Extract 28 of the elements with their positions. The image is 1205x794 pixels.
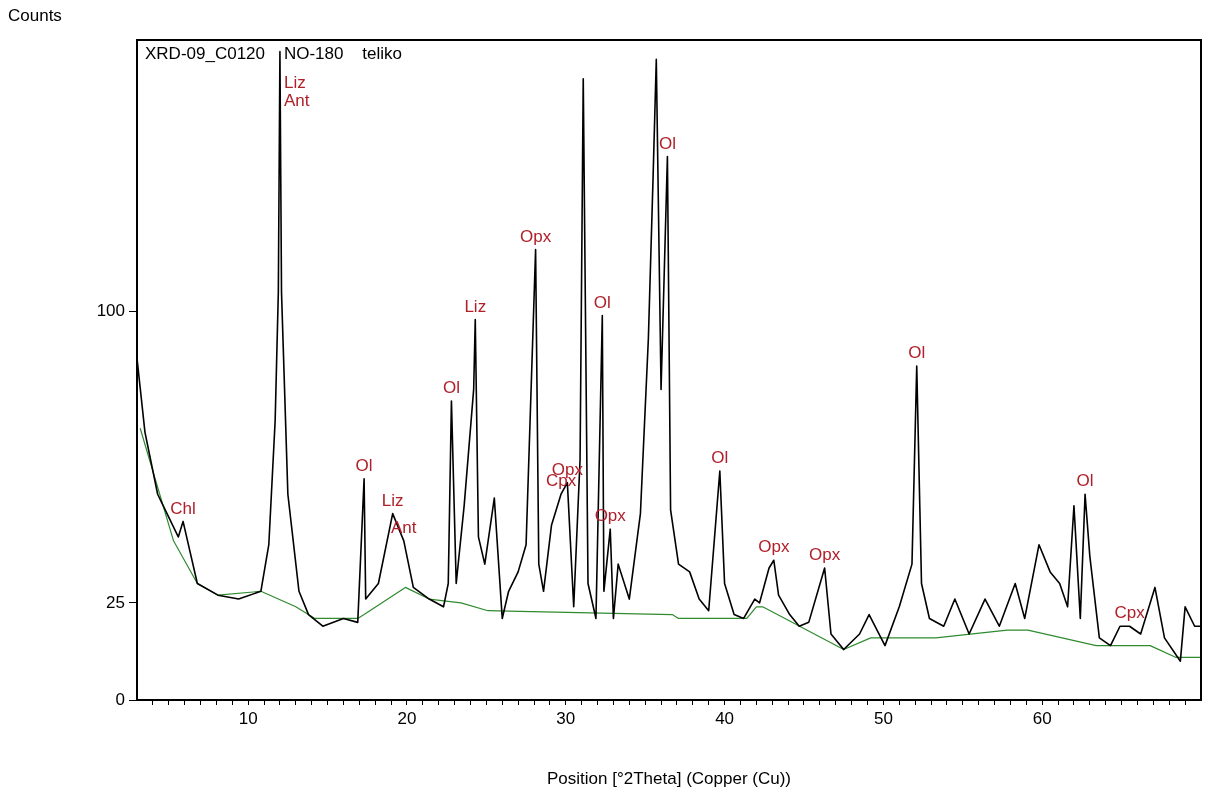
x-tick-label: 30 — [556, 708, 576, 728]
annotation: Ol — [355, 455, 373, 475]
x-tick-label: 50 — [873, 708, 893, 728]
annotation: Opx — [520, 226, 552, 246]
annotation: Ant — [283, 90, 310, 110]
x-axis-title: Position [°2Theta] (Copper (Cu)) — [547, 769, 791, 789]
annotation: Ol — [908, 343, 926, 363]
x-tick-label: 20 — [397, 708, 417, 728]
y-axis-title: Counts — [8, 6, 62, 26]
annotation: Ol — [593, 292, 611, 312]
y-tick-label: 100 — [96, 301, 125, 321]
annotation: Ol — [1076, 471, 1094, 491]
annotation: Liz — [464, 296, 487, 316]
annotation: Ol — [658, 133, 676, 153]
x-tick-label: 60 — [1032, 708, 1052, 728]
y-tick-label: 0 — [115, 689, 125, 709]
annotation: Liz — [381, 490, 404, 510]
annotation: Ol — [442, 378, 460, 398]
annotation: Opx — [809, 545, 841, 565]
y-tick-label: 25 — [106, 592, 125, 612]
annotation: Opx — [758, 537, 790, 557]
annotation: Cpx — [1114, 603, 1146, 623]
x-tick-label: 40 — [715, 708, 735, 728]
x-tick-label: 10 — [238, 708, 258, 728]
chart-title: XRD-09_C0120 NO-180 teliko — [145, 44, 403, 64]
annotation: Chl — [170, 498, 196, 518]
annotation: Liz — [283, 72, 306, 92]
annotation: Ol — [711, 448, 729, 468]
